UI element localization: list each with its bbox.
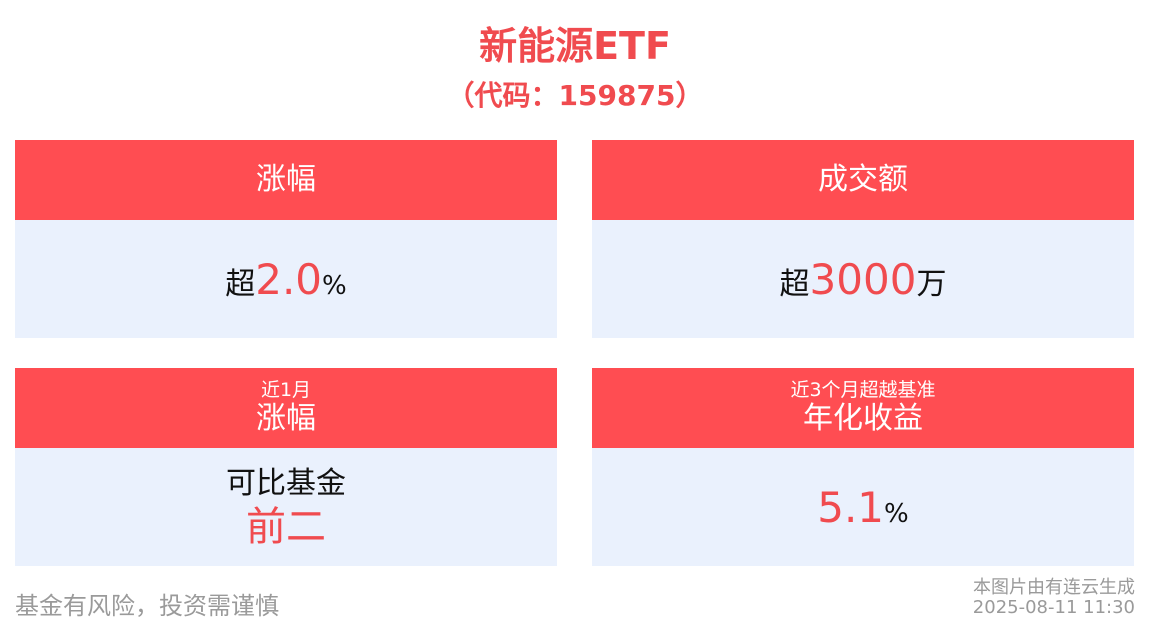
card-header-label: 涨幅 [256,162,316,197]
card-change: 涨幅 超 2.0 % [15,140,557,338]
card-header: 近3个月超越基准 年化收益 [592,368,1134,448]
card-turnover: 成交额 超 3000 万 [592,140,1134,338]
page-title: 新能源ETF [479,24,671,68]
rank-label: 可比基金 [226,466,346,501]
generation-info: 本图片由有连云生成 2025-08-11 11:30 [973,578,1135,618]
card-annual-return: 近3个月超越基准 年化收益 5.1 % [592,368,1134,566]
generated-datetime: 2025-08-11 11:30 [972,597,1135,618]
card-body: 超 3000 万 [592,220,1134,338]
card-body: 超 2.0 % [15,220,557,338]
value-unit: % [322,270,347,301]
value-unit: 万 [916,266,947,302]
card-monthly-rank: 近1月 涨幅 可比基金 前二 [15,368,557,566]
card-header: 成交额 [592,140,1134,220]
card-header-label: 涨幅 [256,401,316,436]
rank-value: 前二 [246,504,326,550]
risk-disclaimer: 基金有风险，投资需谨慎 [15,592,279,620]
value-prefix: 超 [779,266,810,302]
value-number: 3000 [809,254,917,304]
value-prefix: 超 [225,266,256,302]
generated-by: 本图片由有连云生成 [973,577,1135,598]
card-header-label: 成交额 [818,162,908,197]
value-number: 2.0 [255,254,323,304]
value-number: 5.1 [817,482,885,532]
value-unit: % [884,498,909,529]
card-header-sublabel: 近1月 [260,379,312,401]
card-header-label: 年化收益 [803,401,923,436]
card-header-sublabel: 近3个月超越基准 [790,379,936,401]
card-body: 可比基金 前二 [15,448,557,566]
card-body: 5.1 % [592,448,1134,566]
fund-code: （代码：159875） [446,79,704,112]
card-header: 涨幅 [15,140,557,220]
card-header: 近1月 涨幅 [15,368,557,448]
